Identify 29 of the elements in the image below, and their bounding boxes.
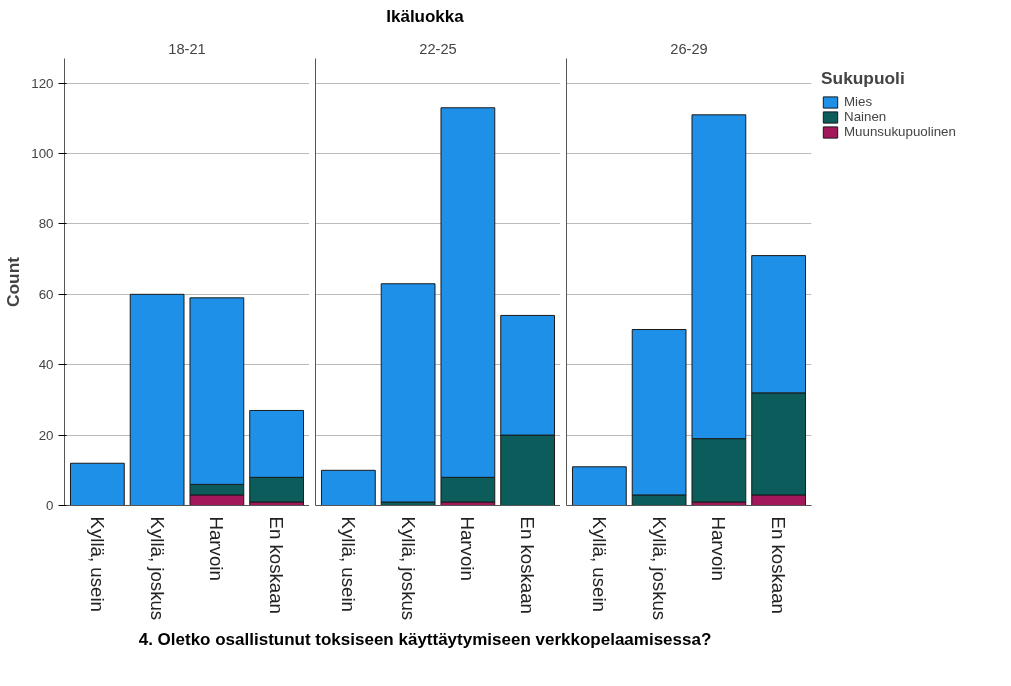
x-tick-label: Harvoin: [457, 516, 479, 581]
x-tick-label: Kyllä, joskus: [397, 516, 419, 621]
chart-title: 22-25: [419, 40, 457, 57]
y-axis-title: Count: [3, 256, 24, 308]
y-tick-label: 60: [38, 286, 54, 302]
chart-title: 26-29: [670, 40, 708, 57]
x-tick-label: Kyllä, joskus: [146, 516, 168, 621]
x-axis-title: 4. Oletko osallistunut toksiseen käyttäytymiseen verkkopelaamisessa?: [138, 629, 712, 651]
y-tick-label: 120: [31, 75, 54, 91]
chart-title: 18-21: [168, 40, 206, 57]
x-tick-label: En koskaan: [768, 516, 790, 614]
legend-label: Mies: [844, 94, 873, 109]
legend-label: Muunsukupuolinen: [844, 124, 956, 139]
y-tick-label: 20: [38, 427, 54, 443]
x-tick-label: Kyllä, usein: [86, 516, 108, 612]
legend-label: Nainen: [844, 109, 887, 124]
x-tick-label: Kyllä, usein: [337, 516, 359, 612]
y-tick-label: 80: [38, 216, 54, 232]
y-tick-label: 40: [38, 357, 54, 373]
x-tick-label: Harvoin: [206, 516, 228, 581]
x-tick-label: En koskaan: [517, 516, 539, 614]
x-tick-label: Kyllä, joskus: [648, 516, 670, 621]
x-tick-label: Kyllä, usein: [588, 516, 610, 612]
legend-title: Sukupuoli: [821, 68, 906, 89]
y-tick-label: 0: [46, 498, 54, 513]
x-tick-label: Harvoin: [708, 516, 730, 581]
text: Ikäluokka: [386, 6, 464, 28]
x-tick-label: En koskaan: [266, 516, 288, 614]
y-tick-label: 100: [31, 146, 54, 162]
